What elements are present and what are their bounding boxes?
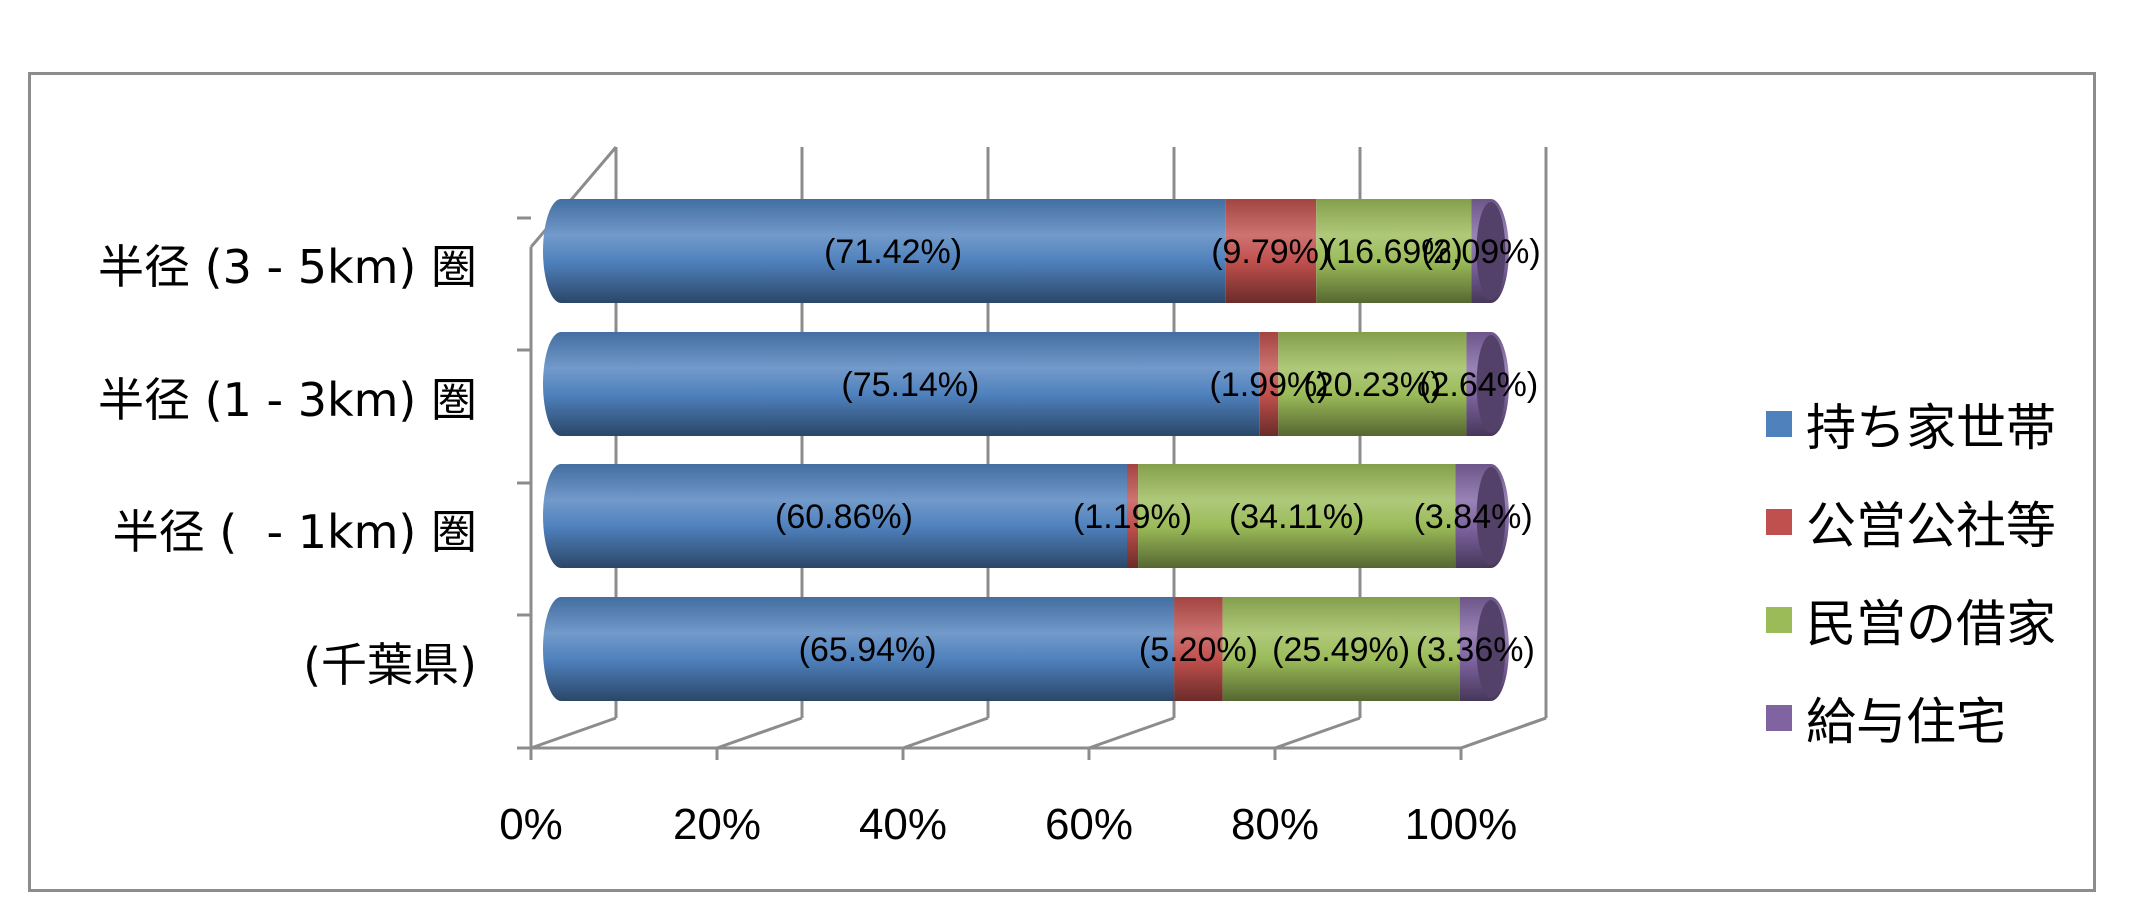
legend-swatch <box>1766 411 1792 437</box>
bar-chart-plot: (71.42%) (9.79%)(16.69%)(2.09%) (75.14%) (1… <box>98 146 1548 849</box>
gridline <box>1459 716 1547 760</box>
data-label: (65.94%) <box>799 631 937 669</box>
bar-cap-face <box>1476 600 1506 698</box>
data-label: (75.14%) <box>841 366 979 404</box>
legend-swatch <box>1766 705 1792 731</box>
data-label: (3.36%) <box>1416 631 1535 669</box>
legend-label: 民営の借家 <box>1806 595 2056 653</box>
data-label: (71.42%) <box>824 233 962 271</box>
bars <box>543 199 1509 701</box>
chart-frame: (71.42%) (9.79%) (16.69%) (2.09%) (75.14%) (1… <box>28 72 2096 892</box>
x-tick-label: 40% <box>859 800 947 849</box>
data-label: (1.19%) <box>1073 498 1192 536</box>
data-label: (5.20%) <box>1139 631 1258 669</box>
legend-label: 給与住宅 <box>1806 693 2006 751</box>
legend-item: 持ち家世帯 <box>1766 375 2056 473</box>
x-tick-label: 100% <box>1405 800 1518 849</box>
x-tick-label: 80% <box>1231 800 1319 849</box>
legend-item: 給与住宅 <box>1766 669 2056 767</box>
bar-segment <box>1126 464 1139 568</box>
data-label: (2.64%) <box>1419 366 1538 404</box>
category-labels: 半径 (3 - 5km) 圏半径 (1 - 3km) 圏半径 ( - 1km) … <box>98 240 477 692</box>
bar-cap-face <box>1476 467 1506 565</box>
bar-segment <box>1174 597 1223 701</box>
bar-segment <box>561 464 1127 568</box>
x-tick-label: 60% <box>1045 800 1133 849</box>
category-label: (千葉県) <box>303 638 477 692</box>
data-label: (3.84%) <box>1414 498 1533 536</box>
data-label: (2.09%) <box>1422 233 1541 271</box>
bar-segment <box>1278 332 1467 436</box>
bar-segment <box>561 597 1175 701</box>
bar-segment <box>1316 199 1472 303</box>
category-label: 半径 (1 - 3km) 圏 <box>98 373 477 427</box>
bar-segment <box>561 332 1260 436</box>
data-label: (34.11%) <box>1229 498 1364 536</box>
bar-segment <box>561 199 1226 303</box>
legend-label: 持ち家世帯 <box>1806 399 2056 457</box>
legend-label: 公営公社等 <box>1806 497 2056 555</box>
data-label: (20.23%) <box>1303 366 1441 404</box>
bar-cap-face <box>1476 335 1506 433</box>
data-labels: (71.42%) (9.79%)(16.69%)(2.09%) (75.14%) (1… <box>775 233 1541 669</box>
data-label: (60.86%) <box>775 498 913 536</box>
category-label: 半径 (3 - 5km) 圏 <box>98 240 477 294</box>
legend-item: 民営の借家 <box>1766 571 2056 669</box>
data-label: (9.79%) <box>1211 233 1330 271</box>
bar-segment <box>1138 464 1456 568</box>
x-tick-label: 20% <box>673 800 761 849</box>
bar-segment <box>1259 332 1279 436</box>
data-label: (25.49%) <box>1272 631 1410 669</box>
legend-item: 公営公社等 <box>1766 473 2056 571</box>
bar-segment <box>1222 597 1460 701</box>
legend-swatch <box>1766 607 1792 633</box>
legend: 持ち家世帯公営公社等民営の借家給与住宅 <box>1766 375 2056 767</box>
x-tick-label: 0% <box>499 800 563 849</box>
x-axis-tick-labels: 0% 20% 40% 60% 80% 100% <box>499 800 1517 849</box>
data-label: (16.69%) <box>1325 233 1463 271</box>
bar-cap-face <box>1476 202 1506 300</box>
legend-swatch <box>1766 509 1792 535</box>
bar-segment <box>1225 199 1317 303</box>
data-label: (1.99%) <box>1210 366 1329 404</box>
category-label: 半径 ( - 1km) 圏 <box>113 505 477 559</box>
gridline <box>529 716 617 760</box>
